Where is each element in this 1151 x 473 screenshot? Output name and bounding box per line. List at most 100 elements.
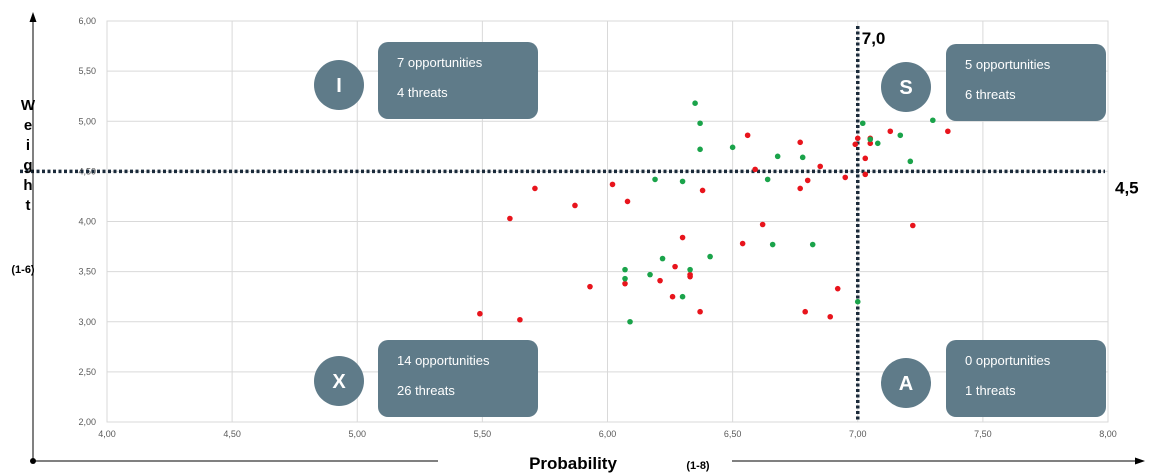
quadrant-opportunities: 0 opportunities — [965, 353, 1051, 368]
quadrant-badge — [881, 358, 931, 408]
quadrant-letter: I — [336, 75, 342, 97]
data-point — [687, 266, 693, 273]
data-point — [609, 181, 616, 188]
data-point — [827, 313, 834, 320]
y-axis-title-letter: t — [26, 197, 31, 214]
y-tick-label: 3,00 — [78, 317, 96, 327]
data-point — [852, 141, 859, 148]
x-tick-label: 4,00 — [98, 429, 116, 439]
quadrant-letter: A — [899, 373, 913, 395]
x-tick-label: 4,50 — [223, 429, 241, 439]
data-point — [532, 185, 538, 192]
data-point — [774, 153, 781, 160]
data-point — [679, 293, 686, 300]
data-point — [764, 176, 771, 183]
data-point — [647, 271, 653, 278]
quadrant-threats: 1 threats — [965, 383, 1016, 398]
y-axis-unit: (1-6) — [11, 264, 35, 276]
quadrant-badge — [881, 62, 931, 112]
data-point — [679, 178, 686, 185]
data-point — [859, 120, 866, 127]
data-point — [744, 132, 751, 139]
data-point — [587, 283, 593, 290]
data-point — [834, 285, 841, 292]
quadrant-opportunities: 7 opportunities — [397, 55, 483, 70]
data-point — [862, 155, 869, 162]
data-point — [692, 100, 698, 107]
data-point — [930, 117, 936, 124]
data-point — [477, 310, 483, 317]
x-tick-label: 5,00 — [348, 429, 366, 439]
x-axis-unit: (1-8) — [686, 460, 710, 472]
x-tick-label: 5,50 — [474, 429, 492, 439]
data-point — [867, 136, 874, 143]
data-point — [759, 221, 766, 228]
quadrant-threats: 4 threats — [397, 85, 448, 100]
x-tick-labels: 4,00 4,50 5,00 5,50 6,00 6,50 7,00 7,50 8,00 — [98, 429, 1117, 439]
data-point — [679, 234, 686, 241]
quadrant-opportunities: 14 opportunities — [397, 353, 490, 368]
threshold-y-label: 4,5 — [1115, 178, 1139, 197]
y-axis-title-letter: h — [23, 177, 32, 194]
data-point — [622, 275, 628, 282]
data-point — [802, 308, 808, 315]
data-point — [897, 132, 904, 139]
quadrant-letter: X — [332, 371, 346, 393]
y-axis-title-letter: W — [21, 97, 36, 114]
quadrant-threats: 26 threats — [397, 383, 455, 398]
quadrant-threats: 6 threats — [965, 87, 1016, 102]
data-point — [697, 146, 703, 153]
data-point — [867, 140, 874, 147]
x-tick-label: 7,00 — [849, 429, 867, 439]
quadrant-badge — [314, 356, 364, 406]
data-point — [622, 266, 628, 273]
outer-axes — [29, 12, 1145, 465]
quadrant-top-right: S 5 opportunities 6 threats — [881, 44, 1106, 121]
y-tick-label: 5,00 — [78, 116, 96, 126]
quadrant-letter: S — [899, 77, 912, 99]
quadrant-box — [946, 44, 1106, 121]
x-tick-label: 7,50 — [974, 429, 992, 439]
y-tick-label: 6,00 — [78, 16, 96, 26]
y-tick-label: 3,50 — [78, 267, 96, 277]
y-tick-label: 2,00 — [78, 417, 96, 427]
data-point — [769, 241, 776, 248]
quadrant-box — [378, 42, 538, 119]
y-arrow-head — [29, 12, 37, 22]
y-tick-label: 2,50 — [78, 367, 96, 377]
x-tick-label: 6,50 — [724, 429, 742, 439]
quadrant-badge — [314, 60, 364, 110]
data-point — [842, 174, 849, 181]
data-point — [517, 316, 523, 323]
quadrant-box — [378, 340, 538, 417]
data-point — [729, 144, 736, 151]
threshold-x-label: 7,0 — [862, 29, 886, 48]
data-point — [507, 215, 513, 222]
quadrant-bottom-left: X 14 opportunities 26 threats — [314, 340, 538, 417]
data-point — [797, 185, 803, 192]
grid — [106, 20, 1109, 423]
data-point — [687, 271, 693, 278]
quadrant-opportunities: 5 opportunities — [965, 57, 1051, 72]
quadrant-box — [946, 340, 1106, 417]
x-arrow-head — [1135, 457, 1145, 465]
x-tick-label: 6,00 — [599, 429, 617, 439]
quadrant-top-left: I 7 opportunities 4 threats — [314, 42, 538, 119]
data-point — [854, 135, 861, 142]
x-tick-label: 8,00 — [1099, 429, 1117, 439]
quadrant-bottom-right: A 0 opportunities 1 threats — [881, 340, 1106, 417]
y-tick-labels: 2,002,503,003,504,004,505,005,506,00 — [78, 16, 96, 427]
data-point — [697, 308, 703, 315]
data-point — [572, 202, 578, 209]
y-axis-title-letter: e — [24, 117, 32, 134]
x-axis-title: Probability — [529, 454, 617, 473]
data-point — [809, 241, 816, 248]
threshold-lines: 7,0 4,5 — [20, 26, 1139, 422]
data-point — [945, 128, 951, 135]
data-point — [799, 154, 806, 161]
data-point — [657, 277, 663, 284]
data-point — [874, 140, 881, 147]
data-point — [752, 166, 758, 173]
